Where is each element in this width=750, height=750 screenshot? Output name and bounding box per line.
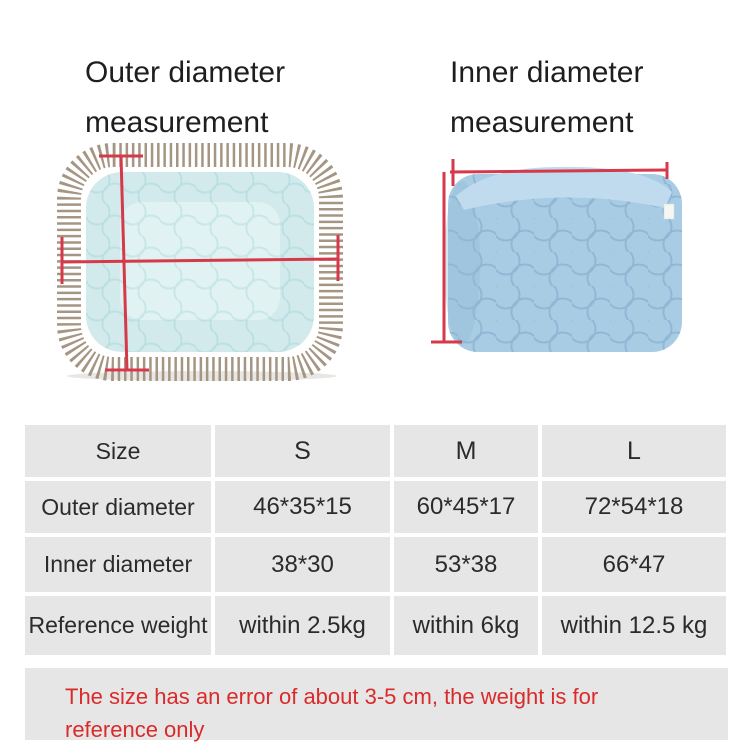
outer-measure-lines-icon: [60, 154, 340, 372]
cell-inner-l: 66*47: [542, 537, 726, 592]
col-header-l: L: [542, 425, 726, 477]
outer-bed-photo: [52, 140, 347, 385]
inner-heading-line1: Inner diameter: [450, 56, 644, 89]
size-tag: [663, 203, 675, 220]
outer-diameter-heading: Outer diameter measurement: [85, 48, 285, 148]
cell-outer-l: 72*54*18: [542, 481, 726, 533]
outer-heading-line1: Outer diameter: [85, 56, 286, 89]
cushion-top-flap: [456, 166, 672, 210]
outer-heading-line2: measurement: [85, 106, 269, 139]
inner-diameter-heading: Inner diameter measurement: [450, 48, 643, 148]
row-label-reference-weight: Reference weight: [25, 596, 211, 655]
outer-bed-illustration: [57, 143, 343, 381]
inner-cushion-illustration: [431, 159, 682, 352]
cell-inner-m: 53*38: [394, 537, 538, 592]
cell-outer-m: 60*45*17: [394, 481, 538, 533]
col-header-s: S: [215, 425, 390, 477]
cell-weight-s: within 2.5kg: [215, 596, 390, 655]
row-label-outer-diameter: Outer diameter: [25, 481, 211, 533]
inner-cushion-photo: [420, 150, 705, 365]
size-table: Size S M L Outer diameter 46*35*15 60*45…: [25, 425, 728, 655]
col-header-m: M: [394, 425, 538, 477]
size-disclaimer-note: The size has an error of about 3-5 cm, t…: [25, 668, 728, 742]
inner-measure-lines-icon: [431, 159, 669, 344]
inner-heading-line2: measurement: [450, 106, 634, 139]
col-header-size: Size: [25, 425, 211, 477]
cell-weight-m: within 6kg: [394, 596, 538, 655]
cell-inner-s: 38*30: [215, 537, 390, 592]
cell-outer-s: 46*35*15: [215, 481, 390, 533]
row-label-inner-diameter: Inner diameter: [25, 537, 211, 592]
cushion-quilting: [448, 174, 682, 352]
cell-weight-l: within 12.5 kg: [542, 596, 726, 655]
